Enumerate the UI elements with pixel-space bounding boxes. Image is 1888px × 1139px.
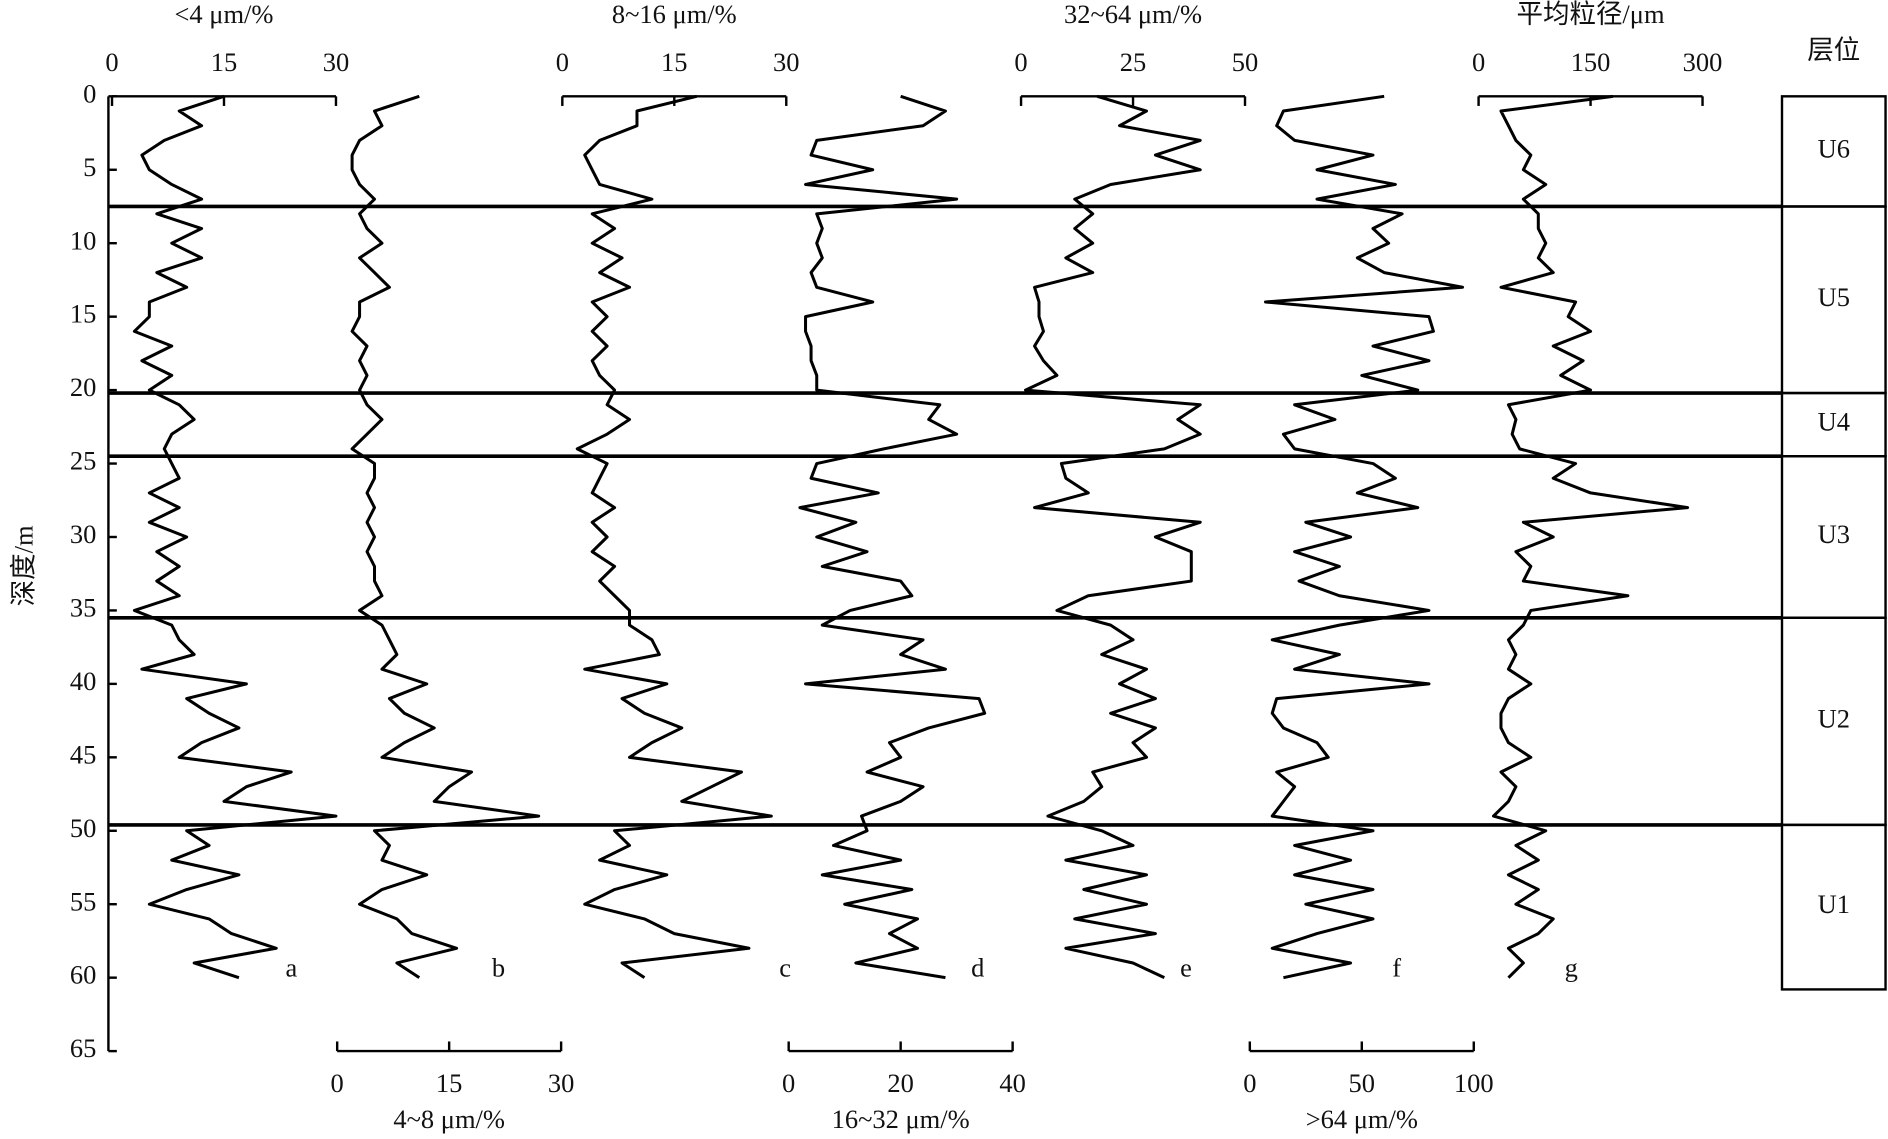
profile-line	[575, 94, 773, 979]
profile-line	[1263, 94, 1465, 980]
y-tick-label: 50	[70, 813, 96, 843]
panel-letter: b	[492, 952, 505, 982]
x-tick-label: 30	[323, 47, 349, 77]
x-axis-label: >64 μm/%	[1306, 1104, 1418, 1134]
y-tick-label: 30	[70, 519, 96, 549]
profile-line	[798, 94, 987, 980]
y-tick-label: 40	[70, 666, 96, 696]
unit-label: U6	[1818, 133, 1850, 163]
y-tick-label: 65	[70, 1033, 96, 1063]
unit-label: U3	[1818, 519, 1850, 549]
y-tick-label: 20	[70, 372, 96, 402]
x-tick-label: 0	[331, 1068, 344, 1098]
x-tick-label: 0	[556, 47, 569, 77]
x-axis-label: 16~32 μm/%	[832, 1104, 970, 1134]
x-tick-label: 0	[1472, 47, 1485, 77]
panel-letter: g	[1565, 952, 1578, 982]
x-tick-label: 15	[661, 47, 687, 77]
x-axis-label: 32~64 μm/%	[1064, 0, 1202, 29]
unit-box	[1780, 823, 1887, 991]
profile-line	[132, 94, 338, 980]
x-tick-label: 25	[1120, 47, 1146, 77]
y-axis-label: 深度/m	[9, 525, 39, 606]
panel-letter: f	[1392, 952, 1401, 982]
x-tick-label: 50	[1349, 1068, 1375, 1098]
unit-label: U2	[1818, 703, 1850, 733]
x-tick-label: 0	[1243, 1068, 1256, 1098]
x-tick-label: 40	[999, 1068, 1025, 1098]
y-tick-label: 55	[70, 886, 96, 916]
profile-line	[1024, 94, 1202, 980]
x-axis-label: <4 μm/%	[175, 0, 274, 29]
x-axis-label: 8~16 μm/%	[612, 0, 737, 29]
x-tick-label: 0	[1014, 47, 1027, 77]
y-tick-label: 15	[70, 299, 96, 329]
profile-line	[1492, 94, 1690, 979]
y-tick-label: 0	[83, 78, 96, 108]
x-axis-label: 平均粒径/μm	[1517, 0, 1665, 29]
y-tick-label: 5	[83, 152, 96, 182]
x-tick-label: 30	[548, 1068, 574, 1098]
unit-label: U1	[1818, 889, 1850, 919]
x-tick-label: 30	[773, 47, 799, 77]
y-tick-label: 10	[70, 225, 96, 255]
panel-letter: a	[286, 952, 298, 982]
x-tick-label: 100	[1454, 1068, 1494, 1098]
x-tick-label: 15	[436, 1068, 462, 1098]
profile-line	[350, 94, 541, 979]
x-tick-label: 150	[1571, 47, 1611, 77]
y-tick-label: 35	[70, 593, 96, 623]
x-tick-label: 50	[1232, 47, 1258, 77]
panel-letter: e	[1180, 952, 1192, 982]
panel-letter: c	[779, 952, 791, 982]
x-tick-label: 0	[105, 47, 118, 77]
units-title: 层位	[1807, 35, 1860, 65]
y-tick-label: 25	[70, 446, 96, 476]
x-axis-label: 4~8 μm/%	[393, 1104, 505, 1134]
x-tick-label: 20	[887, 1068, 913, 1098]
x-tick-label: 0	[782, 1068, 795, 1098]
unit-label: U4	[1818, 407, 1850, 437]
y-tick-label: 60	[70, 960, 96, 990]
x-tick-label: 300	[1683, 47, 1723, 77]
y-tick-label: 45	[70, 739, 96, 769]
panel-letter: d	[971, 952, 984, 982]
x-tick-label: 15	[211, 47, 237, 77]
unit-label: U5	[1818, 282, 1850, 312]
